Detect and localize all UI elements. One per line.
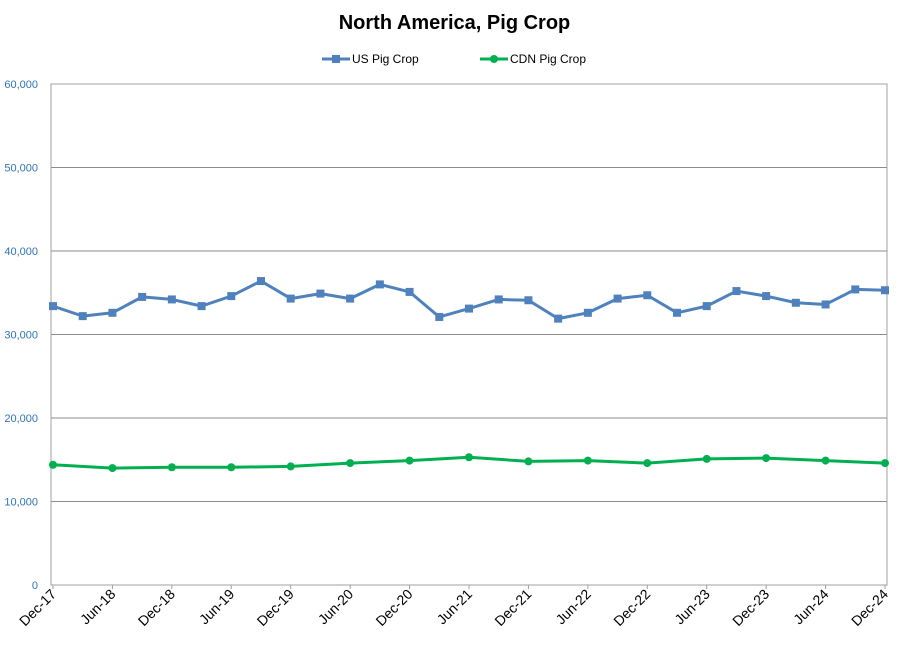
data-point: [791, 298, 800, 307]
series-line-1: [52, 279, 886, 321]
x-tick-label: Jun-19: [196, 586, 238, 628]
data-point: [524, 457, 533, 466]
data-point: [762, 292, 771, 301]
data-point: [554, 314, 563, 323]
data-point: [762, 454, 771, 463]
x-tick-label: Dec-21: [491, 586, 534, 629]
data-point: [257, 277, 265, 286]
data-point: [851, 285, 860, 294]
data-point: [316, 289, 325, 298]
x-tick-label: Dec-20: [372, 586, 415, 629]
legend: US Pig Crop CDN Pig Crop: [322, 52, 586, 66]
legend-marker: [332, 55, 340, 63]
data-point: [821, 300, 830, 309]
data-point: [643, 459, 652, 468]
x-tick-label: Jun-20: [315, 586, 357, 628]
data-point: [227, 463, 236, 472]
data-point: [78, 312, 87, 321]
y-axis: 0 10,000 20,000 30,000 40,000 50,000 60,000: [4, 79, 38, 592]
data-point: [405, 456, 414, 465]
data-point: [702, 454, 711, 463]
legend-label: CDN Pig Crop: [510, 52, 586, 66]
y-tick-label: 20,000: [4, 413, 38, 425]
data-point: [346, 459, 355, 468]
data-point: [494, 295, 503, 304]
data-point: [197, 302, 206, 311]
x-tick-label: Dec-18: [135, 586, 178, 629]
series-layer: [49, 277, 889, 473]
data-point: [673, 308, 681, 317]
y-tick-label: 60,000: [4, 79, 38, 91]
x-tick-label: Jun-18: [77, 586, 119, 628]
data-point: [167, 463, 176, 472]
data-point: [643, 291, 652, 300]
x-axis: Dec-17 Jun-18 Dec-18 Jun-19 Dec-19 Jun-20 Dec-…: [16, 585, 891, 629]
x-tick-label: Jun-21: [434, 586, 476, 628]
y-tick-label: 0: [32, 580, 38, 592]
x-tick-label: Dec-23: [729, 586, 772, 629]
data-point: [167, 295, 176, 304]
legend-label: US Pig Crop: [352, 52, 419, 66]
x-tick-label: Jun-22: [552, 586, 594, 628]
y-tick-label: 50,000: [4, 163, 38, 175]
x-tick-label: Dec-19: [254, 586, 297, 629]
data-point: [435, 312, 444, 321]
chart-title: North America, Pig Crop: [338, 12, 571, 34]
y-tick-label: 30,000: [4, 330, 38, 342]
data-point: [613, 294, 622, 303]
data-point: [465, 304, 473, 313]
y-tick-label: 40,000: [4, 246, 38, 258]
data-point: [286, 462, 295, 471]
x-tick-label: Dec-17: [16, 586, 59, 629]
x-tick-label: Jun-23: [671, 586, 713, 628]
data-point: [583, 456, 592, 465]
data-point: [346, 294, 355, 303]
data-point: [108, 308, 117, 317]
data-point: [49, 460, 57, 469]
data-point: [583, 308, 592, 317]
data-point: [881, 459, 889, 468]
gridlines: [51, 167, 887, 502]
x-tick-label: Dec-22: [610, 586, 653, 629]
data-point: [465, 453, 473, 462]
data-point: [732, 287, 741, 296]
data-point: [702, 302, 711, 311]
legend-marker: [490, 55, 498, 63]
data-point: [375, 280, 384, 289]
data-point: [821, 456, 830, 465]
data-point: [524, 296, 533, 305]
y-tick-label: 10,000: [4, 497, 38, 509]
data-point: [881, 286, 889, 295]
data-point: [108, 464, 117, 473]
data-point: [138, 292, 147, 301]
data-point: [286, 294, 295, 303]
x-tick-label: Dec-24: [848, 586, 891, 629]
data-point: [405, 287, 414, 296]
data-point: [49, 302, 57, 311]
x-tick-label: Jun-24: [790, 586, 832, 628]
data-point: [227, 292, 236, 301]
